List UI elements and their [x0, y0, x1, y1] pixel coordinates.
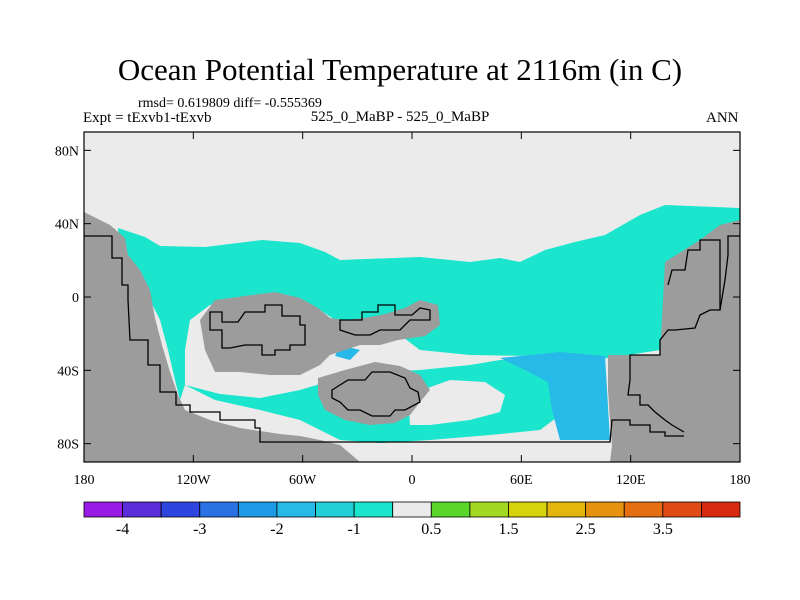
colorbar-label: -4	[116, 521, 129, 538]
outline-east	[627, 239, 721, 433]
outline-central	[209, 304, 306, 356]
colorbar-swatch	[585, 501, 625, 518]
chart-title: Ocean Potential Temperature at 2116m (in…	[117, 52, 683, 87]
colorbar-label: 2.5	[576, 521, 596, 538]
x-axis: 180 120W 60W 0 60E 120E 180	[74, 132, 751, 488]
colorbar-swatch	[546, 501, 587, 518]
y-tick-label: 40S	[57, 364, 79, 379]
colorbar: -4 -3 -2 -1 0.5 1.5 2.5 3.5	[83, 501, 741, 538]
colorbar-swatch	[199, 501, 239, 518]
colorbar-label: -3	[193, 521, 206, 538]
colorbar-swatch	[430, 501, 471, 518]
season-label: ANN	[706, 110, 739, 126]
y-tick-label: 80S	[57, 438, 79, 453]
field-gray-patch	[408, 380, 505, 425]
land-antarctic	[318, 362, 430, 425]
colorbar-swatch	[701, 501, 741, 518]
colorbar-label: 0.5	[421, 521, 441, 538]
colorbar-label: 1.5	[498, 521, 518, 538]
field-cyan-band	[370, 262, 500, 274]
colorbar-swatch	[276, 501, 316, 518]
y-tick-label: 0	[72, 291, 79, 306]
land-west	[84, 212, 360, 462]
x-tick-label: 180	[730, 473, 751, 488]
x-tick-label: 120E	[616, 473, 646, 488]
continent-outlines	[84, 235, 740, 443]
colorbar-swatch	[237, 501, 278, 518]
colorbar-swatch	[83, 501, 123, 518]
x-tick-label: 180	[74, 473, 95, 488]
land-east	[608, 220, 740, 462]
outline-antarctic	[331, 371, 421, 417]
stats-text: rmsd= 0.619809 diff= -0.555369	[138, 96, 322, 111]
colorbar-label: -1	[347, 521, 360, 538]
colorbar-swatch	[469, 501, 509, 518]
colorbar-swatch	[122, 501, 162, 518]
experiment-label: Expt = tExvb1-tExvb	[83, 110, 212, 126]
colorbar-swatch	[662, 501, 702, 518]
y-axis: 80N 40N 0 40S 80S	[55, 144, 740, 453]
outline-west	[84, 235, 684, 443]
colorbar-swatch	[160, 501, 201, 518]
x-tick-label: 120W	[176, 473, 211, 488]
x-tick-label: 60E	[510, 473, 533, 488]
colorbar-label: -2	[270, 521, 283, 538]
colorbar-swatch	[315, 501, 355, 518]
y-tick-label: 80N	[55, 144, 79, 159]
land-masks	[84, 212, 740, 462]
colorbar-swatch	[623, 501, 664, 518]
land-central	[200, 292, 440, 375]
colorbar-label: 3.5	[653, 521, 673, 538]
colorbar-swatch	[353, 501, 394, 518]
outline-central-east	[339, 304, 431, 336]
chart-subtitle: 525_0_MaBP - 525_0_MaBP	[310, 109, 490, 125]
x-tick-label: 0	[409, 473, 416, 488]
field-blue-patch	[500, 352, 610, 440]
colorbar-swatch	[508, 501, 548, 518]
colorbar-swatch	[392, 501, 432, 518]
y-tick-label: 40N	[55, 218, 79, 233]
x-tick-label: 60W	[289, 473, 317, 488]
outline-far-east	[719, 235, 740, 311]
